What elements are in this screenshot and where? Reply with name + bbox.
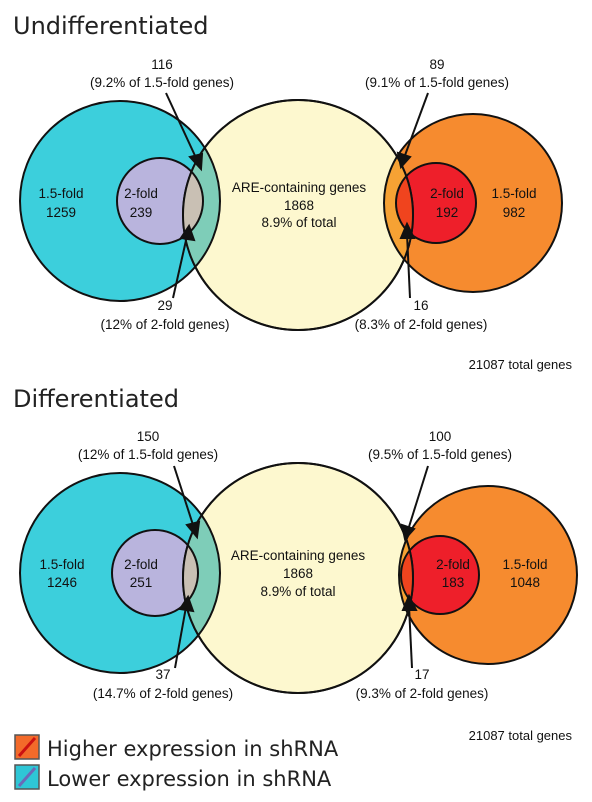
overlap-higher-2-fold — [395, 162, 413, 244]
lower-outer-count: 1246 — [47, 575, 77, 590]
higher-outer-label: 1.5-fold — [502, 557, 547, 572]
overlap-higher-2-note: (9.3% of 2-fold genes) — [356, 686, 489, 701]
overlap-lower-2-count: 37 — [155, 667, 170, 682]
higher-inner-count: 183 — [442, 575, 465, 590]
overlap-higher-1.5-fold — [383, 113, 413, 293]
overlap-lower-1.5-fold — [183, 472, 221, 674]
lower-outer-count: 1259 — [46, 205, 76, 220]
overlap-lower-1.5-note: (12% of 1.5-fold genes) — [78, 447, 218, 462]
are-label: ARE-containing genes — [231, 548, 366, 563]
overlap-lower-2-fold — [183, 529, 199, 617]
are-percent: 8.9% of total — [260, 584, 335, 599]
panel-undifferentiated: Undifferentiated 1.5-fold 1259 2-fold 23… — [13, 12, 572, 372]
are-count: 1868 — [283, 566, 313, 581]
lower-inner-label: 2-fold — [124, 557, 158, 572]
total-genes: 21087 total genes — [469, 728, 573, 743]
lower-inner-count: 251 — [130, 575, 153, 590]
overlap-higher-2-fold — [400, 535, 413, 615]
overlap-lower-1.5-fold — [183, 100, 221, 302]
overlap-lower-1.5-note: (9.2% of 1.5-fold genes) — [90, 75, 234, 90]
legend-item-higher: Higher expression in shRNA — [14, 734, 339, 761]
overlap-higher-1.5-count: 100 — [429, 429, 452, 444]
are-count: 1868 — [284, 198, 314, 213]
lower-inner-count: 239 — [130, 205, 153, 220]
panel-title: Undifferentiated — [13, 12, 209, 40]
are-percent: 8.9% of total — [261, 215, 336, 230]
lower-outer-label: 1.5-fold — [38, 186, 83, 201]
overlap-higher-2-count: 16 — [413, 298, 428, 313]
overlap-lower-1.5-count: 150 — [137, 429, 160, 444]
overlap-higher-1.5-note: (9.1% of 1.5-fold genes) — [365, 75, 509, 90]
legend-item-lower: Lower expression in shRNA — [14, 764, 332, 791]
total-genes: 21087 total genes — [469, 357, 573, 372]
legend-label-lower: Lower expression in shRNA — [47, 767, 332, 791]
overlap-higher-1.5-count: 89 — [429, 57, 444, 72]
are-label: ARE-containing genes — [232, 180, 367, 195]
overlap-lower-2-note: (12% of 2-fold genes) — [100, 317, 229, 332]
higher-outer-label: 1.5-fold — [491, 186, 536, 201]
lower-outer-label: 1.5-fold — [39, 557, 84, 572]
overlap-higher-1.5-note: (9.5% of 1.5-fold genes) — [368, 447, 512, 462]
overlap-lower-2-fold — [183, 157, 204, 245]
panel-differentiated: Differentiated 1.5-fold 1246 2-fold 251 … — [13, 385, 578, 743]
higher-outer-count: 1048 — [510, 575, 540, 590]
callout-arrows — [173, 465, 429, 669]
higher-inner-count: 192 — [436, 205, 459, 220]
overlap-lower-1.5-count: 116 — [151, 57, 173, 72]
callout-arrows — [165, 92, 429, 299]
higher-inner-label: 2-fold — [430, 186, 464, 201]
overlap-lower-2-count: 29 — [157, 298, 172, 313]
legend-label-higher: Higher expression in shRNA — [47, 737, 339, 761]
overlap-higher-2-note: (8.3% of 2-fold genes) — [355, 317, 488, 332]
higher-inner-label: 2-fold — [436, 557, 470, 572]
overlap-higher-2-count: 17 — [414, 667, 429, 682]
legend: Higher expression in shRNA Lower express… — [14, 734, 339, 791]
panel-title: Differentiated — [13, 385, 179, 413]
overlap-higher-1.5-fold — [398, 485, 413, 665]
overlap-lower-2-note: (14.7% of 2-fold genes) — [93, 686, 233, 701]
lower-inner-label: 2-fold — [124, 186, 158, 201]
higher-outer-count: 982 — [503, 205, 526, 220]
